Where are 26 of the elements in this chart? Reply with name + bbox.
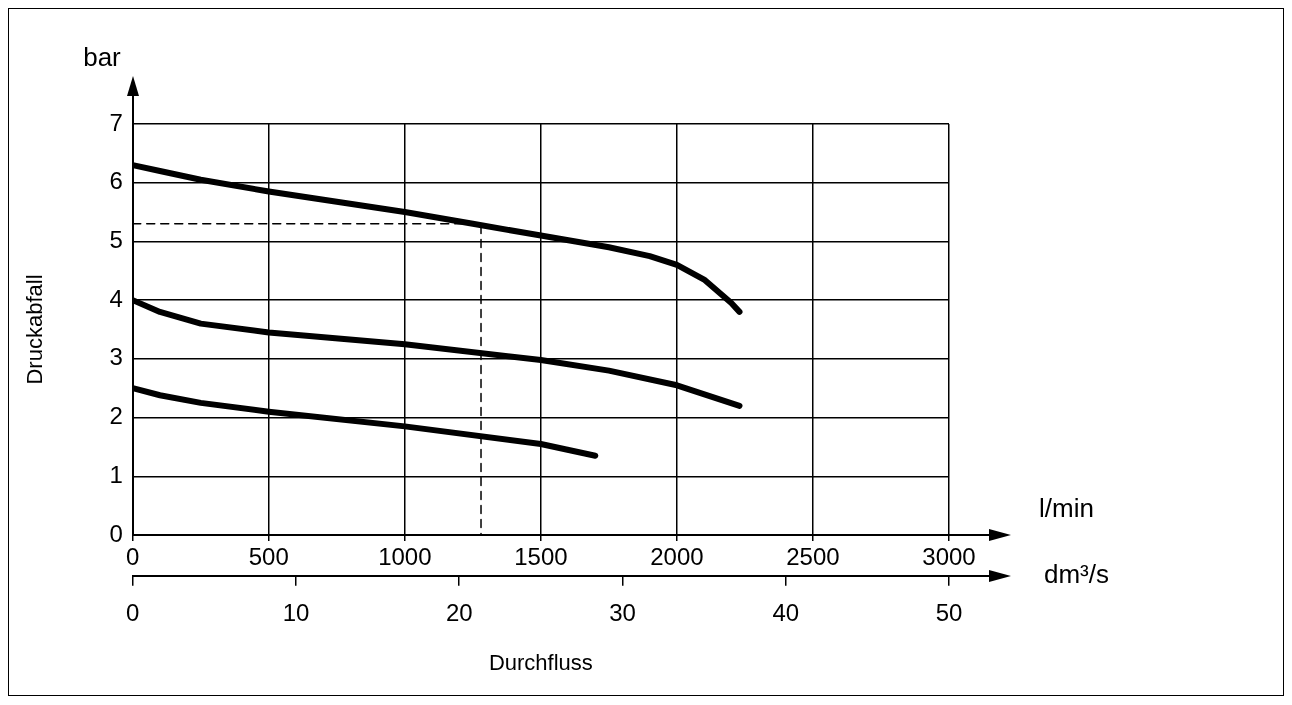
x-tick-label: 2500 <box>786 543 840 571</box>
text: l/min <box>1039 493 1094 524</box>
x-tick-label: 2000 <box>650 543 704 571</box>
x2-tick-label: 20 <box>445 598 473 626</box>
text: dm³/s <box>1044 558 1109 589</box>
x-tick-label: 500 <box>248 543 289 571</box>
y-axis-title: Druckabfall <box>22 274 48 385</box>
x2-tick-label: 50 <box>935 598 963 626</box>
y-tick-label: 1 <box>109 460 123 488</box>
y-tick-label: 7 <box>109 108 123 136</box>
x-axis-title: Durchfluss <box>488 649 593 675</box>
x-tick-label: 1500 <box>514 543 568 571</box>
x-tick-label: 3000 <box>922 543 976 571</box>
text: bar <box>83 42 122 73</box>
y-tick-label: 6 <box>109 167 123 195</box>
x-tick-label: 0 <box>126 543 140 571</box>
x2-tick-label: 10 <box>282 598 310 626</box>
x2-tick-label: 0 <box>126 598 140 626</box>
y-tick-label: 5 <box>109 226 123 254</box>
x-tick-label: 1000 <box>378 543 432 571</box>
x2-tick-label: 30 <box>609 598 636 626</box>
y-tick-label: 3 <box>109 343 123 371</box>
y-tick-label: 0 <box>109 519 123 547</box>
y-tick-label: 4 <box>109 284 123 312</box>
x2-tick-label: 40 <box>772 598 800 626</box>
y-tick-label: 2 <box>109 402 123 430</box>
